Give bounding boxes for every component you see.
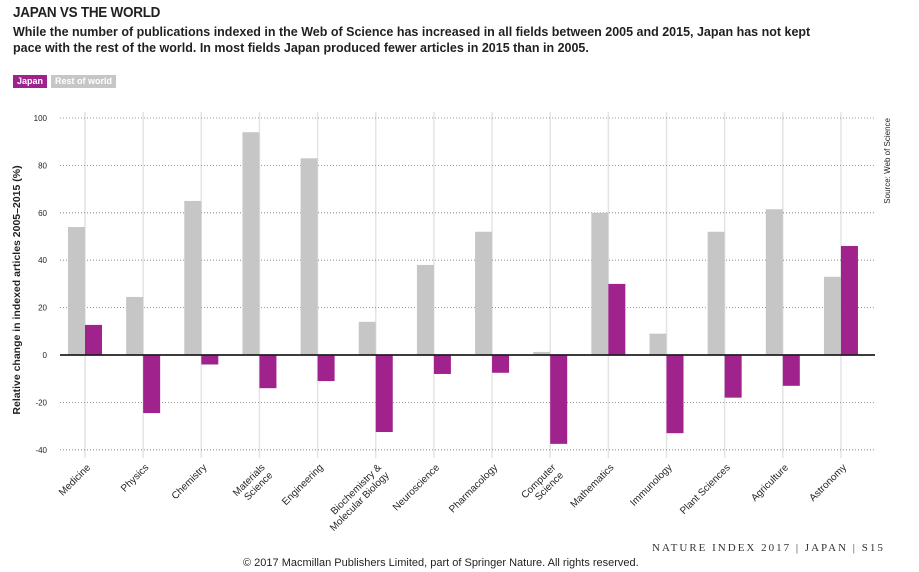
x-tick-label: Engineering	[280, 462, 326, 508]
bar-rest-of-world	[184, 200, 202, 355]
bar-japan	[666, 355, 684, 434]
legend-japan: Japan	[13, 75, 48, 88]
x-tick-label: Medicine	[57, 462, 93, 498]
bar-japan	[201, 355, 219, 365]
chart-subtitle: While the number of publications indexed…	[13, 25, 811, 55]
bar-rest-of-world	[358, 321, 376, 355]
bar-japan	[85, 324, 102, 355]
y-tick-label: 80	[38, 161, 47, 170]
bar-rest-of-world	[242, 132, 260, 355]
bar-japan	[724, 355, 742, 398]
legend-rest-of-world: Rest of world	[51, 75, 117, 88]
copyright: © 2017 Macmillan Publishers Limited, par…	[243, 557, 639, 569]
x-tick-label: Biochemistry &Molecular Biology	[320, 462, 392, 534]
bar-rest-of-world	[475, 231, 493, 355]
bar-rest-of-world	[300, 158, 318, 355]
x-tick-label: Pharmacology	[447, 462, 500, 515]
y-tick-label: 100	[34, 114, 48, 123]
bar-japan	[550, 355, 568, 444]
bar-rest-of-world	[68, 227, 85, 355]
y-tick-label: 60	[38, 209, 47, 218]
bar-rest-of-world	[649, 333, 667, 355]
x-tick-label: MaterialsScience	[231, 462, 276, 507]
x-tick-label: Immunology	[628, 462, 674, 508]
x-tick-label: Agriculture	[749, 462, 791, 504]
x-tick-label: Astronomy	[807, 462, 849, 504]
y-tick-label: 20	[38, 304, 47, 313]
bar-rest-of-world	[823, 276, 841, 355]
bar-rest-of-world	[707, 231, 725, 355]
x-tick-label: Chemistry	[170, 462, 210, 502]
x-tick-label: Physics	[119, 462, 151, 494]
bar-japan	[782, 355, 800, 386]
bar-rest-of-world	[765, 209, 783, 355]
bar-japan	[608, 283, 626, 355]
bar-japan	[143, 355, 161, 414]
x-tick-label: Mathematics	[569, 462, 617, 510]
chart-title: JAPAN VS THE WORLD	[13, 4, 161, 21]
page-footer: NATURE INDEX 2017 | JAPAN | S15	[652, 542, 885, 554]
x-tick-label: Neuroscience	[391, 462, 442, 513]
y-tick-label: 0	[43, 351, 48, 360]
bar-rest-of-world	[533, 351, 551, 355]
bar-rest-of-world	[416, 264, 434, 355]
bar-japan	[375, 355, 393, 433]
bar-japan	[492, 355, 510, 373]
y-axis-label: Relative change in indexed articles 2005…	[11, 165, 23, 414]
bar-japan	[840, 245, 858, 355]
bar-rest-of-world	[591, 212, 609, 355]
y-tick-label: -40	[35, 446, 47, 455]
bar-rest-of-world	[126, 296, 144, 355]
bar-japan	[433, 355, 451, 374]
y-tick-label: -20	[35, 398, 47, 407]
bar-japan	[259, 355, 277, 389]
y-tick-label: 40	[38, 256, 47, 265]
x-tick-label: Plant Sciences	[678, 462, 733, 517]
x-tick-label: ComputerScience	[519, 462, 566, 509]
bar-japan	[317, 355, 335, 382]
